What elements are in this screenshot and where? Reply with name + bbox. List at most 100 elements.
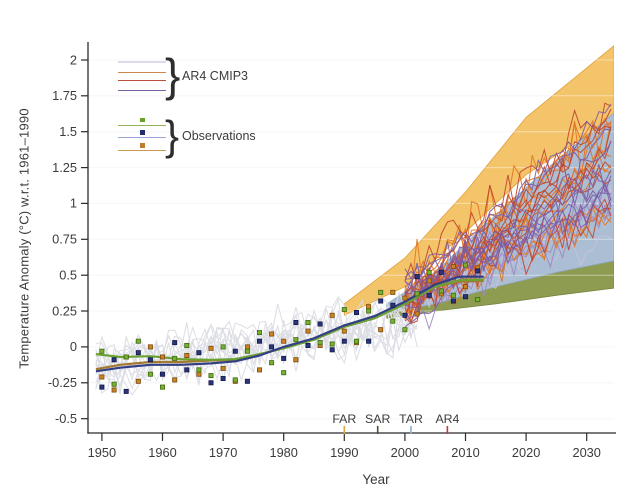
obs-green-marker: [159, 384, 165, 390]
cmip3-projection-run: [404, 168, 612, 322]
obs-green-marker: [111, 381, 117, 387]
obs-green-marker: [462, 262, 468, 268]
x-tick-label: 1990: [330, 445, 358, 460]
obs-green-marker: [341, 307, 347, 313]
x-tick-label: 2010: [451, 445, 479, 460]
legend-brace-observations: }: [165, 112, 180, 159]
x-tick-label: 1970: [209, 445, 237, 460]
obs-blue-marker: [172, 340, 178, 346]
obs-green-marker: [256, 330, 262, 336]
obs-blue-marker: [462, 294, 468, 300]
obs-brown-marker: [244, 344, 250, 350]
obs-brown-marker: [184, 352, 190, 358]
cmip3-projection-run: [404, 103, 612, 295]
legend-label-ar4-cmip3: AR4 CMIP3: [182, 69, 248, 83]
obs-blue-marker: [450, 298, 456, 304]
assessment-label-sar: SAR: [365, 412, 390, 426]
legend-ar4-line: [118, 61, 166, 63]
obs-brown-marker: [414, 311, 420, 317]
obs-brown-marker: [99, 374, 105, 380]
obs-blue-marker: [123, 388, 129, 394]
cmip3-projection-run: [404, 189, 612, 287]
obs-blue-marker: [414, 274, 420, 280]
x-tick-label: 2020: [512, 445, 540, 460]
obs-green-marker: [135, 338, 141, 344]
obs-brown-marker: [111, 387, 117, 393]
obs-brown-marker: [172, 377, 178, 383]
x-tick-label: 1960: [148, 445, 176, 460]
cmip3-projection-run: [404, 102, 612, 288]
obs-blue-marker: [305, 342, 311, 348]
obs-brown-marker: [390, 289, 396, 295]
obs-green-marker: [269, 360, 275, 366]
cmip3-projection-run: [404, 141, 612, 309]
obs-green-marker: [426, 269, 432, 275]
obs-blue-marker: [390, 302, 396, 308]
obs-green-marker: [390, 318, 396, 324]
legend-brace-ar4: }: [165, 49, 181, 101]
legend-ar4-line: [118, 71, 166, 74]
obs-brown-marker: [293, 357, 299, 363]
obs-blue-marker: [438, 269, 444, 275]
obs-blue-marker: [366, 338, 372, 344]
x-tick-label: 1950: [88, 445, 116, 460]
obs-green-marker: [99, 348, 105, 354]
obs-green-marker: [414, 291, 420, 297]
obs-green-marker: [317, 340, 323, 346]
obs-brown-marker: [305, 328, 311, 334]
y-tick-label: 1.5: [59, 124, 77, 139]
obs-blue-marker: [99, 384, 105, 390]
obs-green-marker: [220, 344, 226, 350]
obs-green-marker: [450, 292, 456, 298]
assessment-label-far: FAR: [332, 412, 356, 426]
legend-obs-line: [118, 124, 166, 127]
y-tick-label: 1.75: [52, 88, 77, 103]
obs-blue-marker: [159, 371, 165, 377]
obs-blue-marker: [244, 378, 250, 384]
obs-blue-marker: [341, 338, 347, 344]
legend-obs-line: [118, 136, 166, 139]
y-tick-label: -0.5: [55, 411, 77, 426]
obs-blue-marker: [378, 298, 384, 304]
y-tick-label: 0.25: [52, 303, 77, 318]
y-tick-label: 0: [70, 339, 77, 354]
obs-blue-marker: [317, 321, 323, 327]
y-tick-label: 0.75: [52, 232, 77, 247]
obs-brown-marker: [462, 284, 468, 290]
obs-green-marker: [244, 348, 250, 354]
obs-blue-marker: [281, 355, 287, 361]
obs-brown-marker: [281, 338, 287, 344]
x-tick-label: 2030: [572, 445, 600, 460]
x-tick-label: 2000: [391, 445, 419, 460]
obs-blue-marker: [147, 357, 153, 363]
obs-brown-marker: [159, 354, 165, 360]
y-tick-label: -0.25: [48, 375, 77, 390]
legend-obs-marker: [140, 143, 145, 148]
obs-blue-marker: [111, 357, 117, 363]
obs-brown-marker: [147, 344, 153, 350]
obs-green-marker: [123, 354, 129, 360]
obs-green-marker: [232, 377, 238, 383]
obs-blue-smoothed-line: [95, 275, 484, 373]
obs-green-marker: [378, 289, 384, 295]
obs-green-marker: [329, 341, 335, 347]
obs-blue-marker: [196, 350, 202, 356]
obs-green-marker: [353, 338, 359, 344]
obs-blue-marker: [269, 344, 275, 350]
obs-brown-marker: [329, 312, 335, 318]
legend-obs-marker: [140, 130, 145, 135]
obs-blue-marker: [402, 312, 408, 318]
obs-green-marker: [475, 297, 481, 303]
obs-green-marker: [147, 371, 153, 377]
obs-brown-marker: [341, 328, 347, 334]
obs-blue-marker: [353, 309, 359, 315]
obs-brown-marker: [208, 345, 214, 351]
legend-label-observations: Observations: [182, 129, 256, 143]
obs-brown-marker: [378, 327, 384, 333]
legend-ar4-line: [118, 89, 166, 92]
obs-brown-marker: [220, 365, 226, 371]
obs-brown-marker: [402, 295, 408, 301]
obs-green-marker: [366, 308, 372, 314]
obs-green-marker: [196, 367, 202, 373]
